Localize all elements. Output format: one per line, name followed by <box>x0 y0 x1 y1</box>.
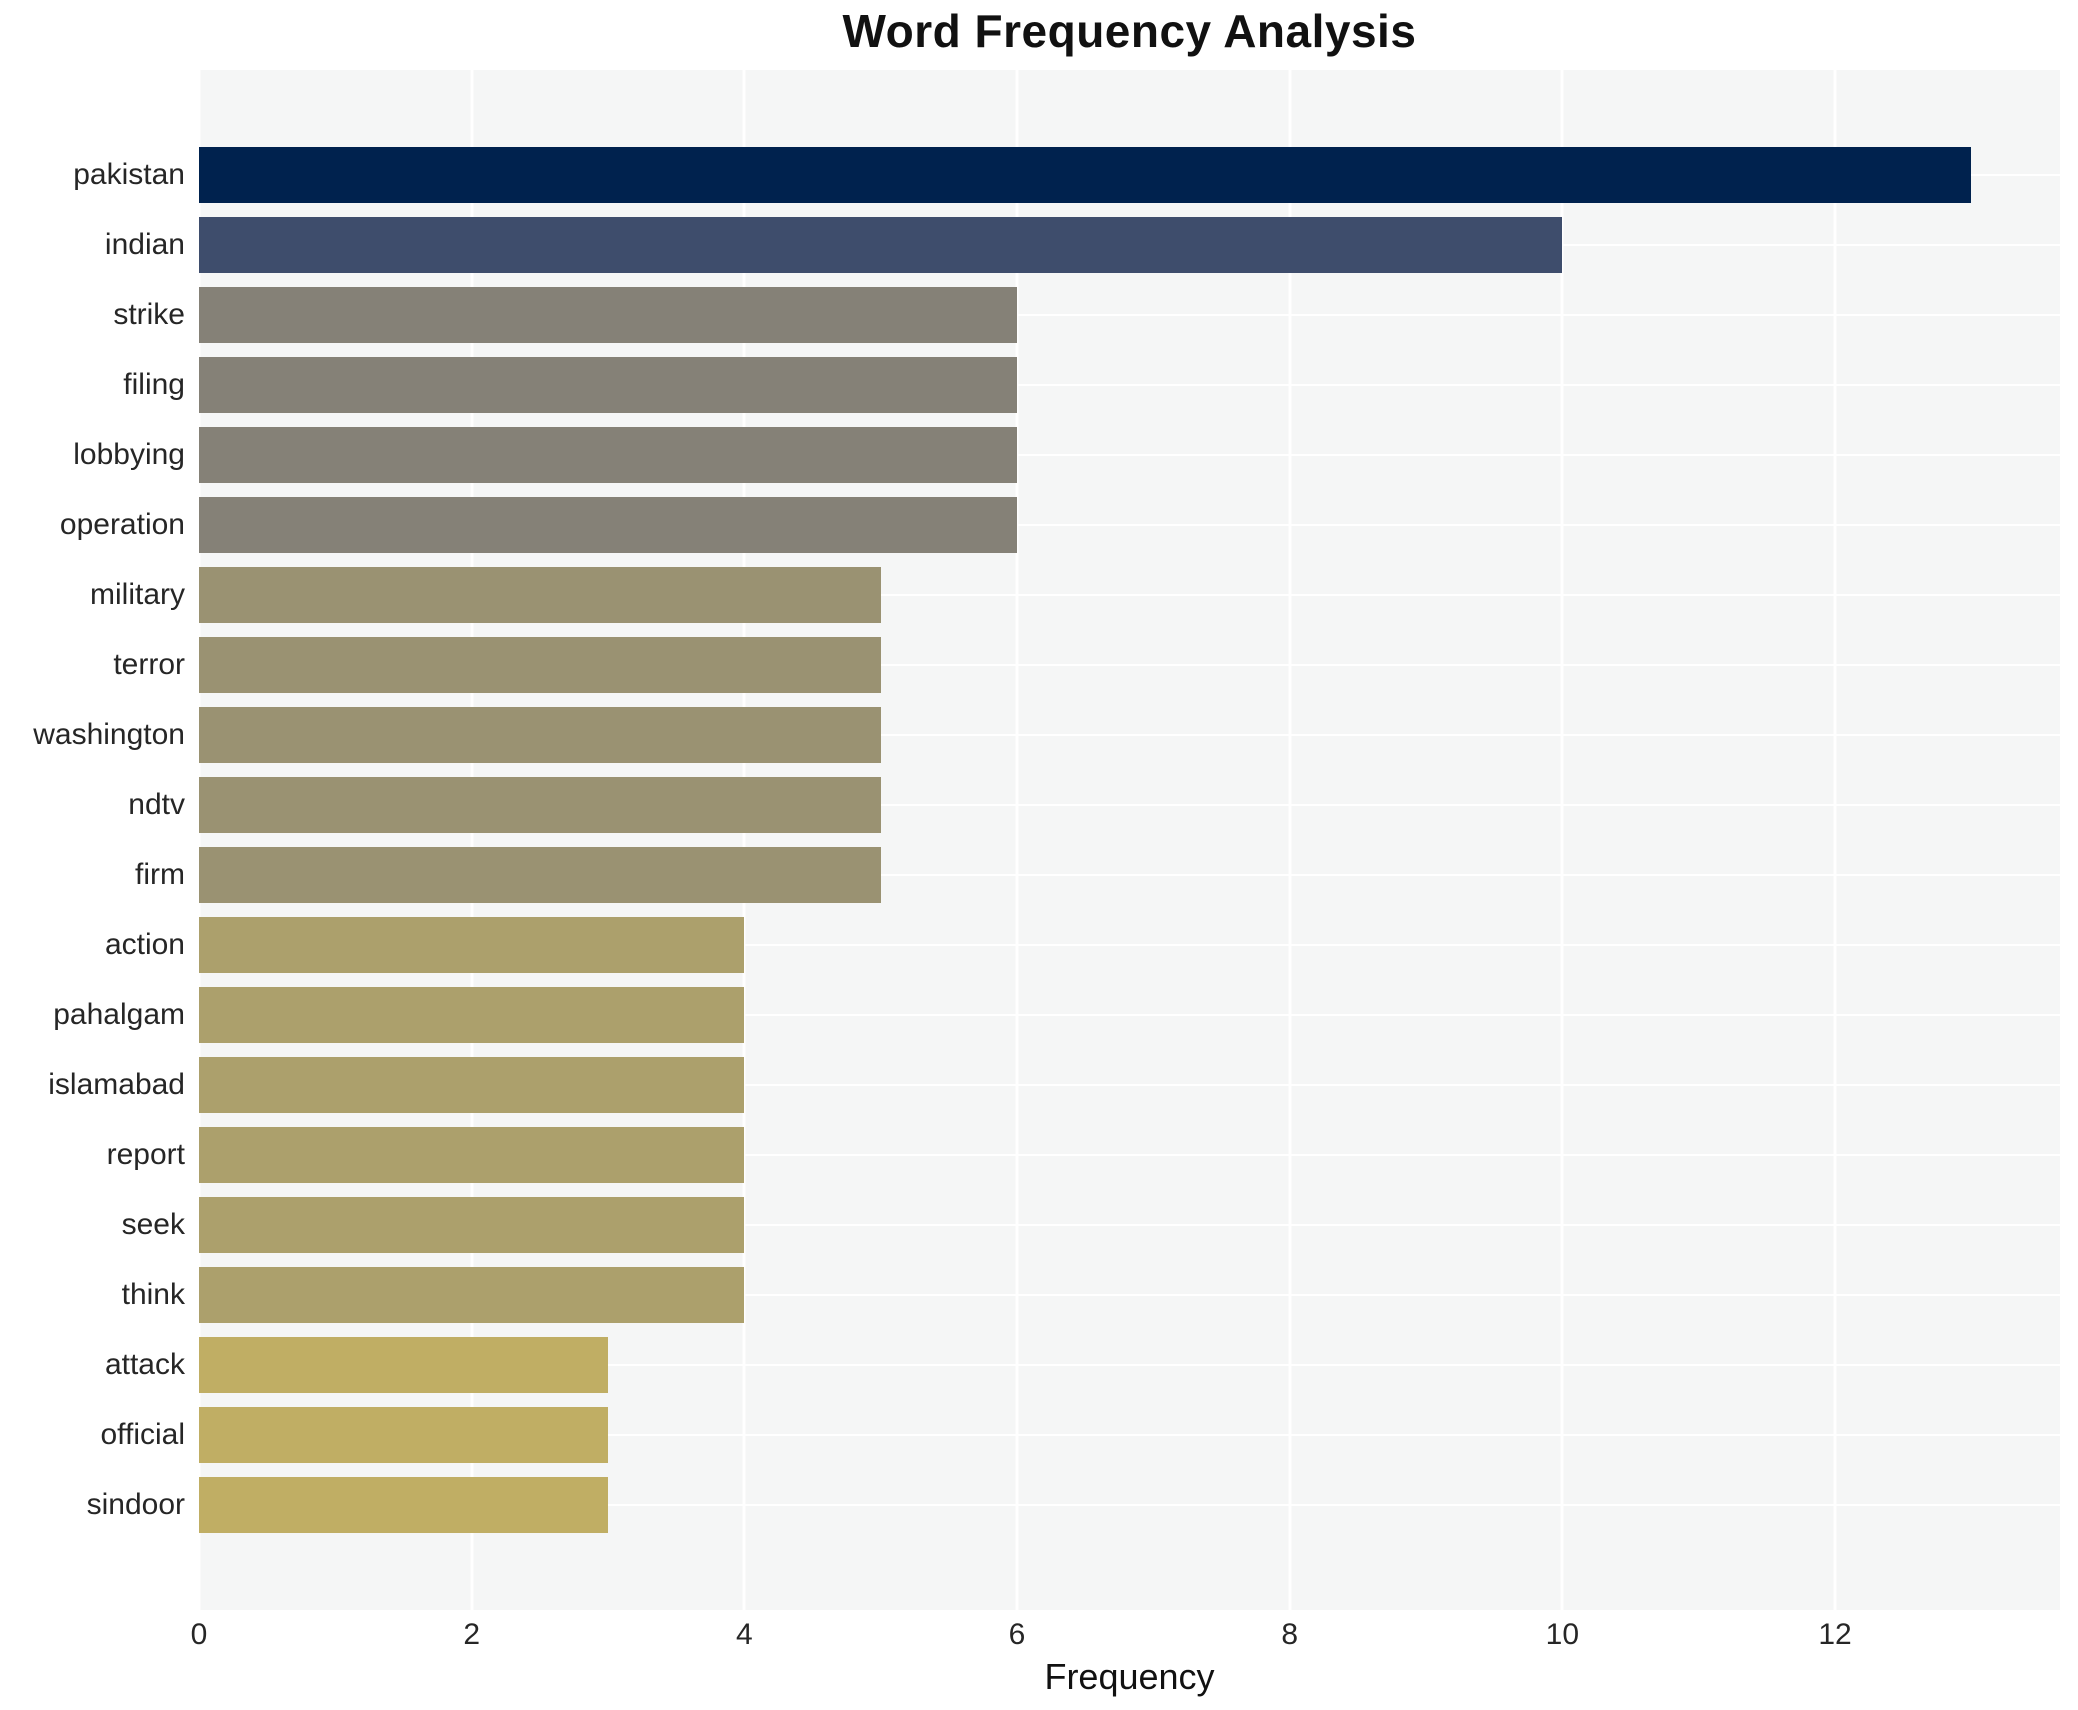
y-tick-label-action: action <box>104 928 185 961</box>
horizontal-gridline <box>199 1434 2060 1436</box>
horizontal-gridline <box>199 734 2060 736</box>
bar-washington <box>199 707 881 763</box>
horizontal-gridline <box>199 524 2060 526</box>
horizontal-gridline <box>199 454 2060 456</box>
horizontal-gridline <box>199 804 2060 806</box>
y-tick-label-think: think <box>121 1278 185 1311</box>
x-tick-label: 6 <box>1008 1618 1026 1651</box>
horizontal-gridline <box>199 1084 2060 1086</box>
horizontal-gridline <box>199 594 2060 596</box>
y-tick-label-strike: strike <box>113 298 185 331</box>
x-tick-label: 4 <box>736 1618 753 1651</box>
y-tick-label-firm: firm <box>135 858 185 891</box>
y-tick-label-islamabad: islamabad <box>48 1068 185 1101</box>
y-tick-label-indian: indian <box>104 228 185 261</box>
x-tick-label: 2 <box>463 1618 481 1651</box>
bar-report <box>199 1127 745 1183</box>
bar-seek <box>199 1197 745 1253</box>
horizontal-gridline <box>199 1294 2060 1296</box>
bar-attack <box>199 1337 608 1393</box>
bar-sindoor <box>199 1477 608 1533</box>
y-tick-label-seek: seek <box>121 1208 185 1241</box>
y-tick-label-washington: washington <box>33 718 185 751</box>
bar-firm <box>199 847 881 903</box>
vertical-gridline <box>742 70 746 1610</box>
bar-official <box>199 1407 608 1463</box>
horizontal-gridline <box>199 1224 2060 1226</box>
plot-area <box>197 70 2060 1610</box>
bar-pahalgam <box>199 987 745 1043</box>
horizontal-gridline <box>199 1154 2060 1156</box>
y-tick-label-military: military <box>90 578 185 611</box>
x-axis-label: Frequency <box>1044 1656 1215 1697</box>
horizontal-gridline <box>199 314 2060 316</box>
bar-terror <box>199 637 881 693</box>
vertical-gridline <box>1560 70 1564 1610</box>
y-tick-label-official: official <box>100 1418 186 1451</box>
horizontal-gridline <box>199 384 2060 386</box>
y-tick-label-pahalgam: pahalgam <box>53 998 185 1031</box>
vertical-gridline <box>1288 70 1292 1610</box>
y-tick-label-operation: operation <box>59 508 185 541</box>
horizontal-gridline <box>199 1014 2060 1016</box>
bar-indian <box>199 217 1563 273</box>
x-tick-label: 10 <box>1545 1618 1580 1651</box>
bar-islamabad <box>199 1057 745 1113</box>
y-tick-label-report: report <box>106 1138 185 1171</box>
x-tick-label: 8 <box>1281 1618 1299 1651</box>
vertical-gridline <box>1015 70 1019 1610</box>
bar-pakistan <box>199 147 1972 203</box>
horizontal-gridline <box>199 944 2060 946</box>
y-tick-label-lobbying: lobbying <box>73 438 185 471</box>
y-tick-label-attack: attack <box>104 1348 185 1381</box>
y-tick-label-pakistan: pakistan <box>73 158 185 191</box>
horizontal-gridline <box>199 1364 2060 1366</box>
bar-strike <box>199 287 1018 343</box>
bar-filing <box>199 357 1018 413</box>
bar-think <box>199 1267 745 1323</box>
y-tick-label-sindoor: sindoor <box>86 1488 185 1521</box>
x-tick-label: 0 <box>190 1618 208 1651</box>
bar-lobbying <box>199 427 1018 483</box>
x-tick-label: 12 <box>1818 1618 1852 1651</box>
horizontal-gridline <box>199 874 2060 876</box>
y-tick-label-filing: filing <box>123 368 185 401</box>
vertical-gridline <box>470 70 474 1610</box>
y-tick-label-terror: terror <box>113 648 185 681</box>
y-tick-label-ndtv: ndtv <box>128 788 185 821</box>
horizontal-gridline <box>199 1504 2060 1506</box>
vertical-gridline <box>1833 70 1837 1610</box>
bar-military <box>199 567 881 623</box>
horizontal-gridline <box>199 664 2060 666</box>
chart-title: Word Frequency Analysis <box>842 5 1417 57</box>
vertical-gridline <box>197 70 201 1610</box>
bar-action <box>199 917 745 973</box>
bar-operation <box>199 497 1018 553</box>
bar-ndtv <box>199 777 881 833</box>
